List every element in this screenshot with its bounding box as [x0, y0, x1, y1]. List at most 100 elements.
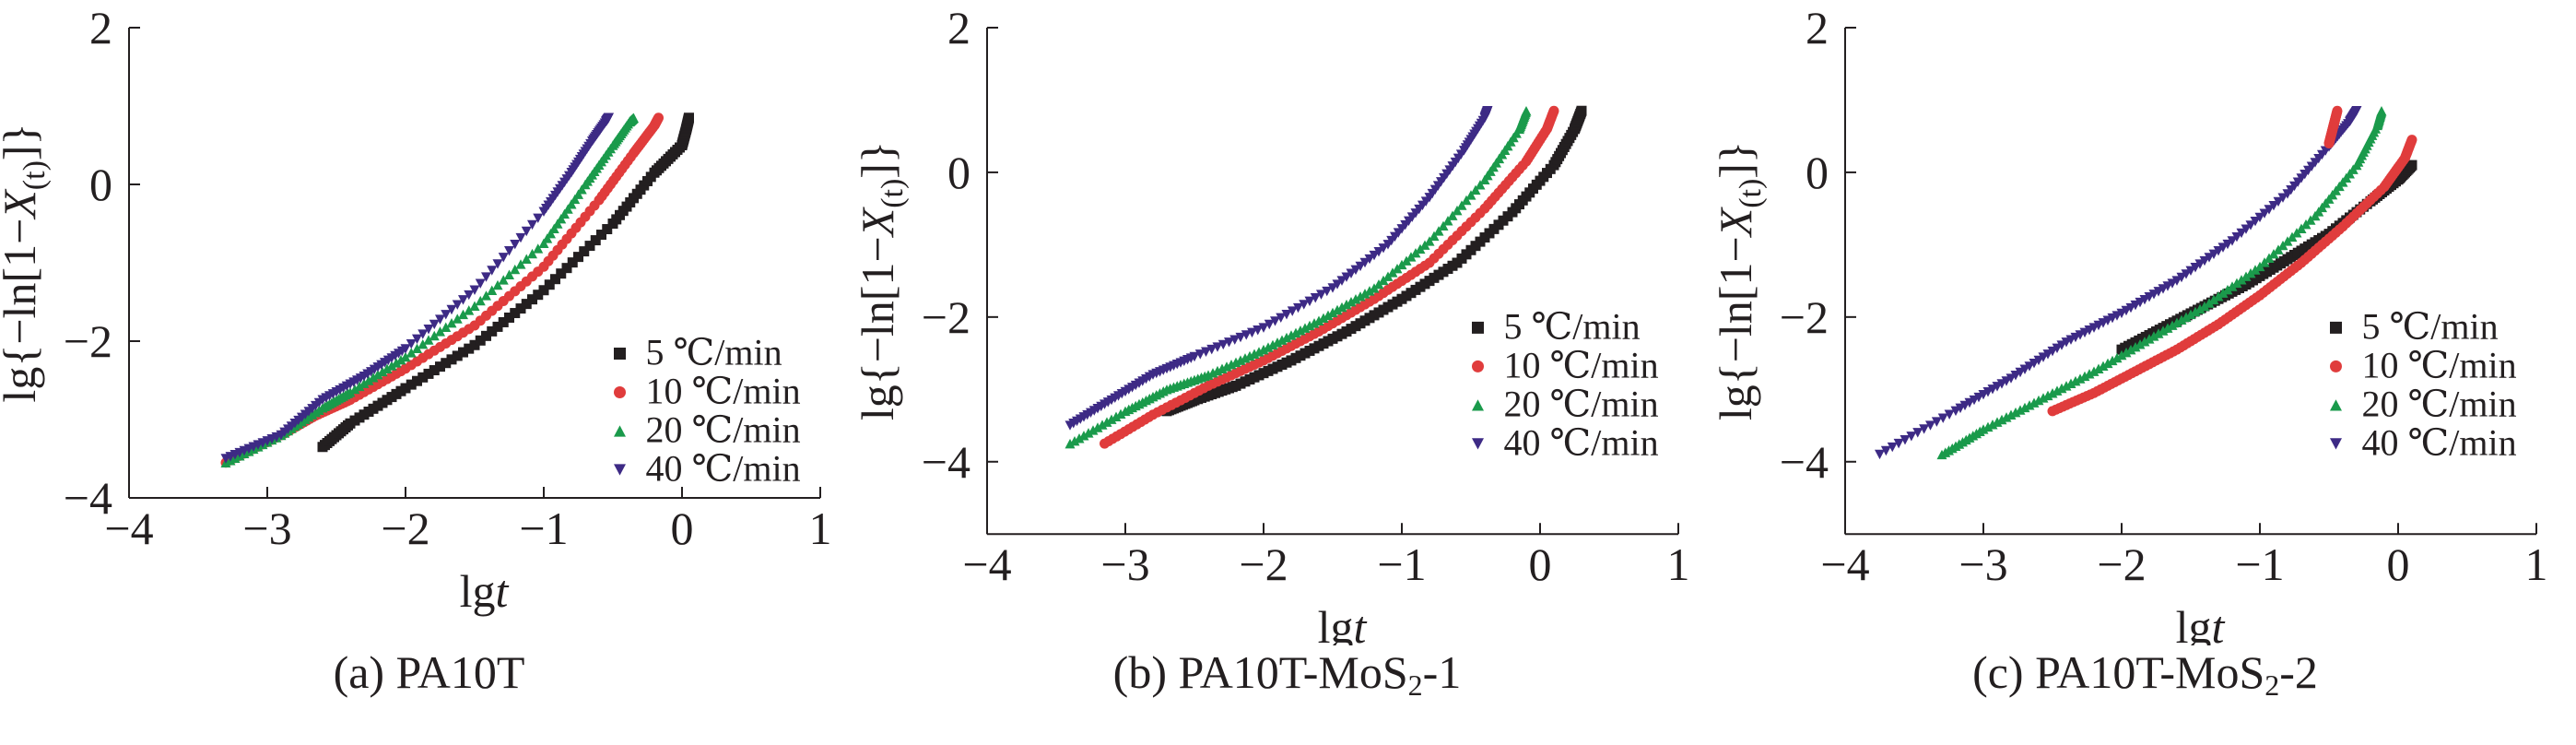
- data-point: [487, 266, 498, 276]
- data-point: [504, 246, 514, 256]
- x-tick-label-c: −1: [2235, 538, 2284, 590]
- data-point: [429, 365, 440, 376]
- data-point: [487, 285, 498, 295]
- data-point: [561, 263, 572, 274]
- legend-label: 40 ℃/min: [2362, 421, 2517, 463]
- data-point: [1433, 226, 1444, 236]
- data-point: [1415, 243, 1426, 254]
- data-point: [423, 325, 434, 335]
- legend-label: 20 ℃/min: [1504, 383, 1659, 424]
- data-point: [359, 378, 370, 388]
- data-point: [1300, 323, 1311, 333]
- data-point: [533, 213, 544, 224]
- data-point: [1424, 236, 1435, 246]
- data-point: [1323, 310, 1334, 321]
- data-point: [2070, 375, 2081, 386]
- data-point: [2376, 106, 2387, 116]
- data-point: [2231, 278, 2242, 289]
- data-point: [1201, 347, 1211, 357]
- data-point: [1310, 293, 1321, 303]
- data-point: [2213, 291, 2224, 302]
- data-point: [464, 305, 475, 315]
- data-point: [1364, 286, 1375, 296]
- data-point: [469, 339, 480, 350]
- data-point: [363, 375, 374, 385]
- data-point: [464, 290, 475, 301]
- data-point: [1293, 302, 1303, 313]
- data-point: [552, 219, 563, 229]
- x-tick-label-a: −4: [104, 503, 153, 554]
- data-point: [481, 330, 491, 341]
- data-point: [1350, 265, 1361, 276]
- data-point: [1217, 339, 1229, 350]
- data-point: [400, 383, 411, 394]
- data-point: [1074, 433, 1085, 443]
- data-point: [487, 325, 498, 337]
- data-point: [2121, 347, 2132, 358]
- data-point: [1461, 195, 1472, 206]
- data-point: [2171, 317, 2182, 327]
- data-point: [2250, 216, 2261, 227]
- data-point: [1235, 332, 1246, 343]
- series-10cpm-c: [2047, 135, 2417, 417]
- data-point: [2171, 276, 2182, 286]
- data-point: [1065, 438, 1076, 449]
- data-point: [504, 313, 514, 323]
- data-point: [2185, 309, 2196, 320]
- legend-label: 5 ℃/min: [2362, 305, 2499, 347]
- data-point: [515, 303, 526, 314]
- data-point: [498, 253, 509, 263]
- data-point: [2194, 259, 2205, 269]
- data-point: [475, 335, 486, 346]
- data-point: [481, 290, 491, 301]
- series-40cpm-c: [1875, 106, 2362, 460]
- data-point: [684, 112, 694, 124]
- data-point: [573, 252, 583, 263]
- data-point: [2273, 196, 2284, 207]
- data-point: [1276, 313, 1287, 324]
- data-point: [1887, 442, 1898, 453]
- legend-marker: [2330, 321, 2342, 334]
- data-point: [2254, 212, 2265, 223]
- data-point: [1364, 254, 1375, 265]
- data-point: [2148, 331, 2159, 341]
- data-point: [2199, 255, 2210, 266]
- x-tick-label-b: −1: [1377, 538, 1426, 590]
- data-point: [446, 317, 457, 328]
- data-point: [429, 330, 440, 341]
- data-point: [550, 274, 560, 285]
- x-tick-label-b: −3: [1100, 538, 1149, 590]
- legend-label: 5 ℃/min: [646, 332, 782, 373]
- data-point: [1452, 205, 1463, 216]
- data-point: [418, 372, 429, 383]
- data-point: [1382, 271, 1394, 281]
- data-point: [2185, 266, 2196, 277]
- y-tick-label-b: 2: [947, 2, 970, 53]
- data-point: [1410, 247, 1421, 258]
- x-tick-label-c: 0: [2387, 538, 2410, 590]
- x-axis-title-b: lgt: [1318, 601, 1368, 645]
- legend-marker: [1472, 438, 1484, 450]
- data-point: [2107, 355, 2118, 366]
- data-point: [1919, 424, 1930, 434]
- data-point: [2222, 239, 2233, 250]
- data-point: [2227, 281, 2238, 291]
- data-point: [1267, 339, 1278, 350]
- data-point: [441, 322, 452, 332]
- data-point: [1258, 344, 1269, 355]
- data-point: [1318, 313, 1329, 324]
- data-point: [1978, 424, 1989, 434]
- legend-label: 10 ℃/min: [2362, 344, 2517, 385]
- data-point: [604, 112, 614, 123]
- data-point: [2116, 349, 2127, 361]
- data-point: [400, 351, 411, 362]
- data-point: [1401, 255, 1412, 266]
- data-point: [1322, 286, 1333, 297]
- data-point: [435, 326, 445, 337]
- data-point: [1937, 413, 1948, 423]
- series-10cpm-b: [1100, 105, 1559, 449]
- data-point: [1270, 316, 1280, 326]
- data-point: [1438, 220, 1449, 231]
- data-point: [1194, 349, 1206, 360]
- data-point: [1447, 210, 1458, 220]
